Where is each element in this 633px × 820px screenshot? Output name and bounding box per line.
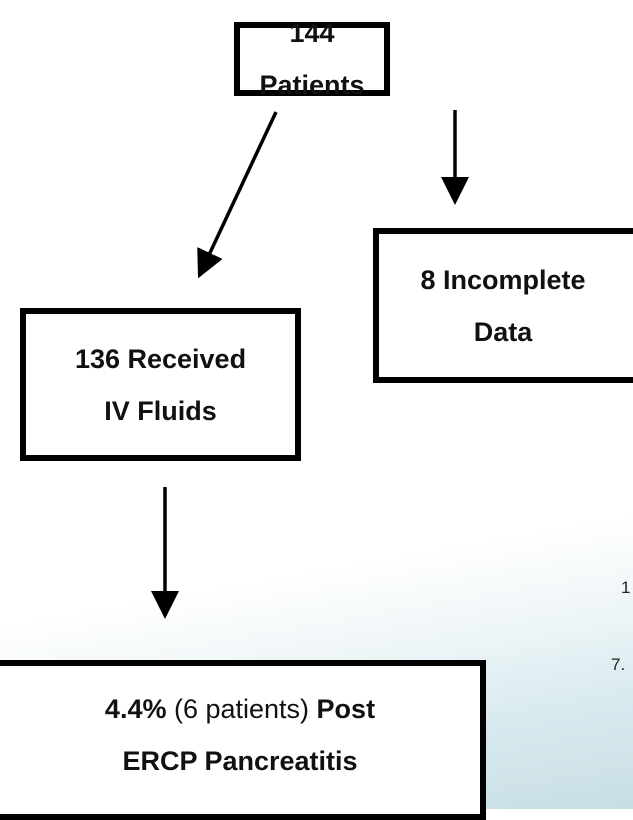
node-label: (6 patients) — [166, 694, 317, 724]
node-label: Data — [473, 316, 533, 347]
node-label: IV Fluids — [104, 395, 217, 426]
arrow — [197, 111, 278, 279]
node-label: ERCP Pancreatitis — [122, 746, 358, 776]
node-label-line: 4.4% (6 patients) Post — [105, 683, 375, 735]
node: 4.4% (6 patients) Post ERCP Pancreatitis — [0, 660, 486, 820]
fragment-text: 7. — [611, 655, 626, 674]
fragment-text: 1 — [621, 578, 631, 597]
node-label: 144 Patients — [259, 18, 365, 100]
node-label: 8 Incomplete — [420, 264, 586, 295]
node: 8 Incomplete Data — [373, 228, 633, 383]
node-label: 4.4% — [104, 694, 167, 724]
node: 144 Patients — [234, 18, 390, 100]
node-label: 136 Received — [74, 343, 247, 374]
node-label-line: ERCP Pancreatitis — [122, 735, 357, 787]
node: 136 Received IV Fluids — [20, 308, 301, 461]
node-label: Post — [316, 694, 376, 724]
